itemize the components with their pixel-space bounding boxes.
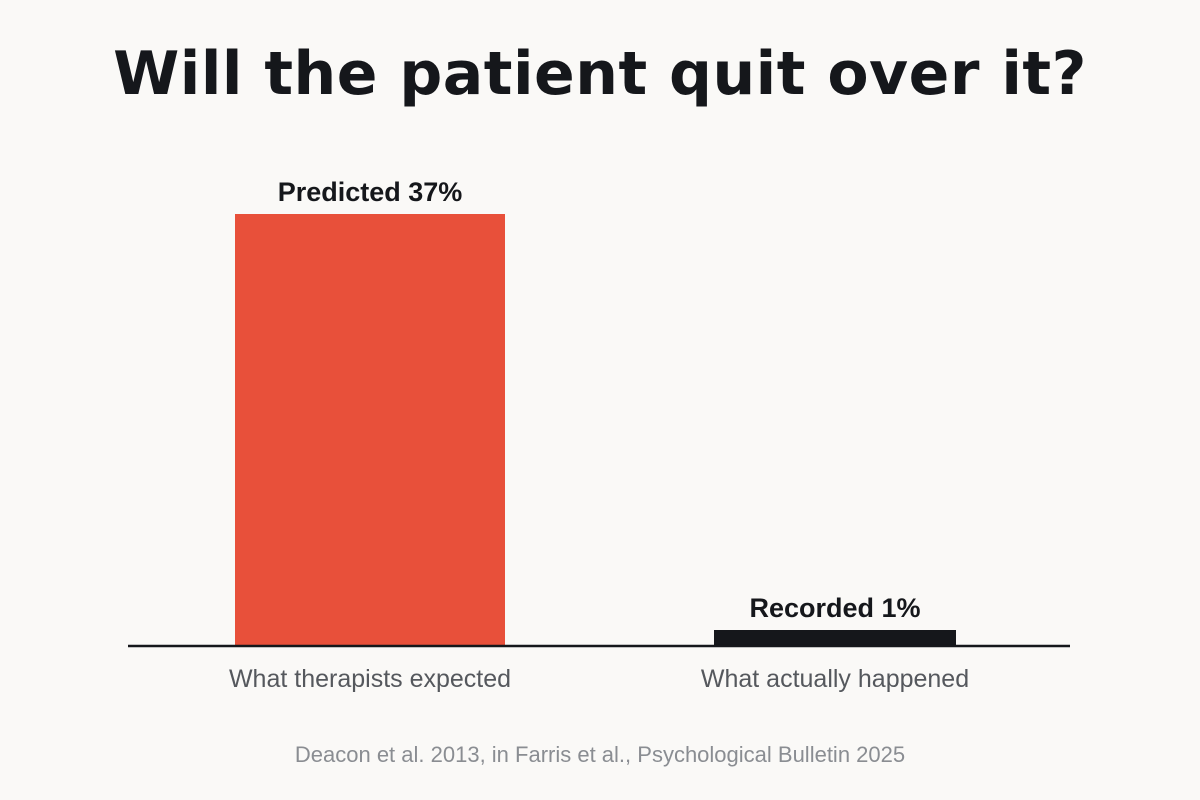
- bar-1: [235, 214, 505, 646]
- source-citation: Deacon et al. 2013, in Farris et al., Ps…: [294, 742, 906, 767]
- bar-2: [714, 630, 956, 646]
- bar-data-label: Recorded 1%: [749, 593, 920, 623]
- bar-data-label: Predicted 37%: [278, 177, 463, 207]
- category-label: What therapists expected: [229, 665, 511, 693]
- category-label: What actually happened: [701, 665, 969, 693]
- chart-title: Will the patient quit over it?: [113, 39, 1087, 109]
